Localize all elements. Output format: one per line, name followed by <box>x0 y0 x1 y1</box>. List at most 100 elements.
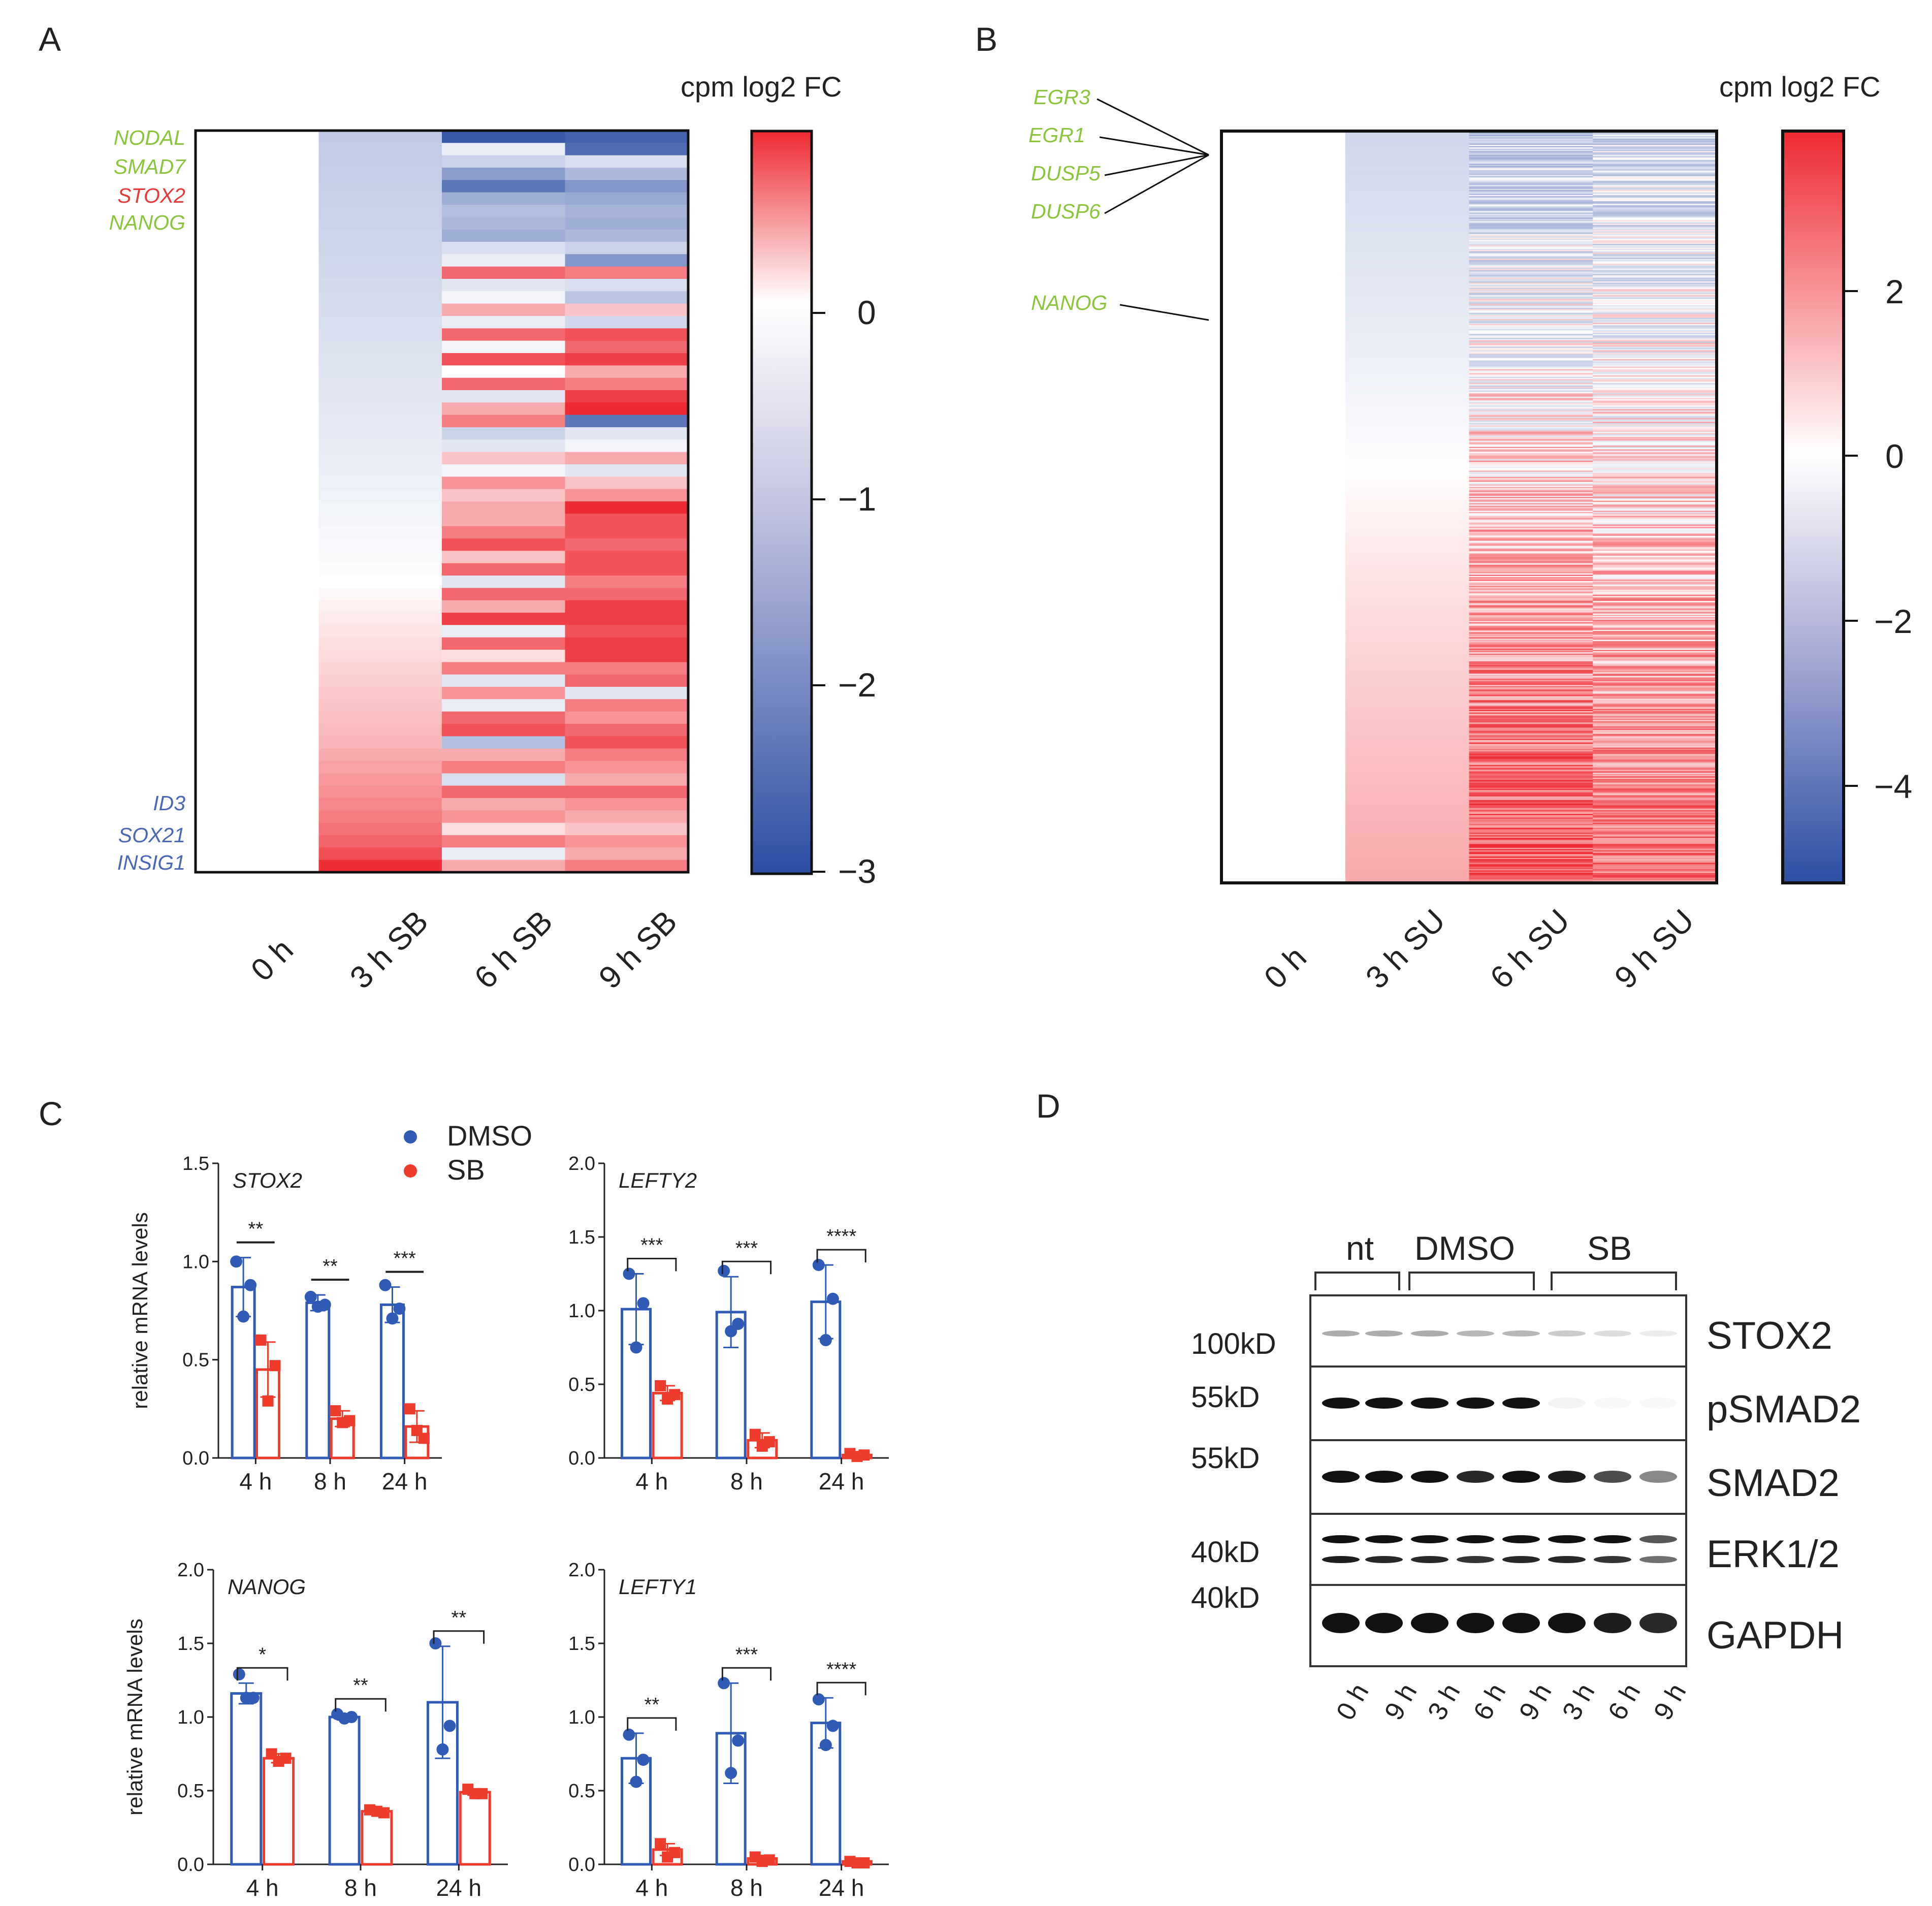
heatmap-b-cell <box>1345 598 1470 600</box>
heatmap-b-cell <box>1345 457 1470 459</box>
heatmap-b-cell <box>1469 202 1593 204</box>
heatmap-b-cell <box>1221 160 1346 162</box>
heatmap-b-cell <box>1593 650 1717 652</box>
heatmap-b-cell <box>1221 326 1346 328</box>
heatmap-b-cell <box>1345 701 1470 703</box>
heatmap-b-cell <box>1221 753 1346 755</box>
wb-band <box>1365 1556 1403 1563</box>
heatmap-b-cell <box>1593 465 1717 467</box>
heatmap-b-cell <box>1345 279 1470 281</box>
heatmap-b-cell <box>1345 822 1470 824</box>
heatmap-a-cell <box>196 353 319 366</box>
heatmap-b-cell <box>1345 218 1470 220</box>
heatmap-b-cell <box>1593 819 1717 821</box>
heatmap-b-cell <box>1469 508 1593 510</box>
x-tick-label: 8 h <box>344 1875 377 1901</box>
heatmap-b-cell <box>1593 354 1717 356</box>
heatmap-b-cell <box>1469 465 1593 467</box>
heatmap-b-cell <box>1345 718 1470 720</box>
heatmap-b-cell <box>1345 324 1470 326</box>
heatmap-b-cell <box>1345 207 1470 209</box>
heatmap-b-cell <box>1469 205 1593 207</box>
heatmap-b-cell <box>1345 518 1470 520</box>
heatmap-b-cell <box>1593 280 1717 282</box>
heatmap-b-cell <box>1469 365 1593 367</box>
heatmap-b-cell <box>1345 804 1470 806</box>
heatmap-b-cell <box>1469 396 1593 398</box>
heatmap-b-cell <box>1593 444 1717 446</box>
heatmap-a-cell <box>196 439 319 453</box>
heatmap-b-cell <box>1469 502 1593 504</box>
wb-group-bracket <box>1408 1272 1535 1290</box>
heatmap-b-cell <box>1469 799 1593 801</box>
wb-lane-label: 6 h <box>1602 1678 1646 1725</box>
heatmap-b-cell <box>1345 731 1470 733</box>
heatmap-b-cell <box>1593 545 1717 547</box>
heatmap-b-cell <box>1221 172 1346 174</box>
heatmap-b-cell <box>1221 811 1346 813</box>
heatmap-b-cell <box>1469 505 1593 507</box>
heatmap-b-cell <box>1469 241 1593 243</box>
heatmap-b-cell <box>1469 216 1593 218</box>
heatmap-b-cell <box>1221 751 1346 753</box>
heatmap-b-cell <box>1345 572 1470 574</box>
heatmap-b-cell <box>1345 357 1470 359</box>
heatmap-b-cell <box>1221 730 1346 732</box>
heatmap-b-cell <box>1469 659 1593 661</box>
heatmap-b-cell <box>1469 868 1593 870</box>
heatmap-b-cell <box>1345 838 1470 840</box>
heatmap-b-cell <box>1469 145 1593 147</box>
heatmap-b-cell <box>1593 659 1717 661</box>
heatmap-b-cell <box>1221 839 1346 841</box>
data-point-sb <box>763 1436 775 1448</box>
heatmap-b-cell <box>1593 478 1717 480</box>
heatmap-b-cell <box>1345 428 1470 430</box>
heatmap-b-cell <box>1593 784 1717 786</box>
heatmap-b-cell <box>1593 879 1717 881</box>
heatmap-b-cell <box>1593 866 1717 868</box>
heatmap-b-cell <box>1469 220 1593 222</box>
heatmap-b-cell <box>1221 258 1346 260</box>
heatmap-b-cell <box>1469 239 1593 241</box>
heatmap-a-cell <box>442 340 566 354</box>
heatmap-b-cell <box>1469 701 1593 703</box>
heatmap-b-cell <box>1221 831 1346 833</box>
heatmap-b-cell <box>1345 253 1470 256</box>
heatmap-b-cell <box>1221 542 1346 544</box>
heatmap-b-cell <box>1593 360 1717 362</box>
heatmap-b-cell <box>1345 353 1470 355</box>
heatmap-b-cell <box>1593 341 1717 343</box>
heatmap-b-cell <box>1345 586 1470 588</box>
heatmap-b-cell <box>1469 587 1593 589</box>
data-point-dmso <box>345 1711 358 1723</box>
heatmap-b-cell <box>1345 497 1470 499</box>
heatmap-b-cell <box>1345 835 1470 837</box>
heatmap-b-cell <box>1593 250 1717 252</box>
heatmap-b-cell <box>1469 721 1593 723</box>
heatmap-b-cell <box>1469 558 1593 560</box>
heatmap-b-cell <box>1221 368 1346 370</box>
data-point-dmso <box>819 1739 832 1752</box>
heatmap-b-cell <box>1221 637 1346 639</box>
heatmap-b-cell <box>1469 285 1593 287</box>
heatmap-b-cell <box>1221 631 1346 633</box>
heatmap-b-cell <box>1469 261 1593 263</box>
heatmap-b-cell <box>1593 492 1717 494</box>
data-point-sb <box>269 1360 281 1372</box>
heatmap-b-cell <box>1593 474 1717 476</box>
heatmap-b-cell <box>1345 620 1470 622</box>
heatmap-b-cell <box>1469 588 1593 590</box>
heatmap-b-cell <box>1469 739 1593 741</box>
heatmap-b-cell <box>1469 601 1593 603</box>
heatmap-b-cell <box>1469 691 1593 693</box>
heatmap-b-cell <box>1345 817 1470 819</box>
heatmap-a-cell <box>318 316 442 329</box>
heatmap-b-cell <box>1469 329 1593 331</box>
heatmap-b-cell <box>1221 830 1346 832</box>
heatmap-b-cell <box>1593 334 1717 336</box>
heatmap-a-cell <box>442 798 566 811</box>
heatmap-a-cell <box>565 847 689 861</box>
significance-bracket <box>721 1260 772 1275</box>
heatmap-b-cell <box>1593 274 1717 276</box>
heatmap-a-cell <box>442 353 566 366</box>
